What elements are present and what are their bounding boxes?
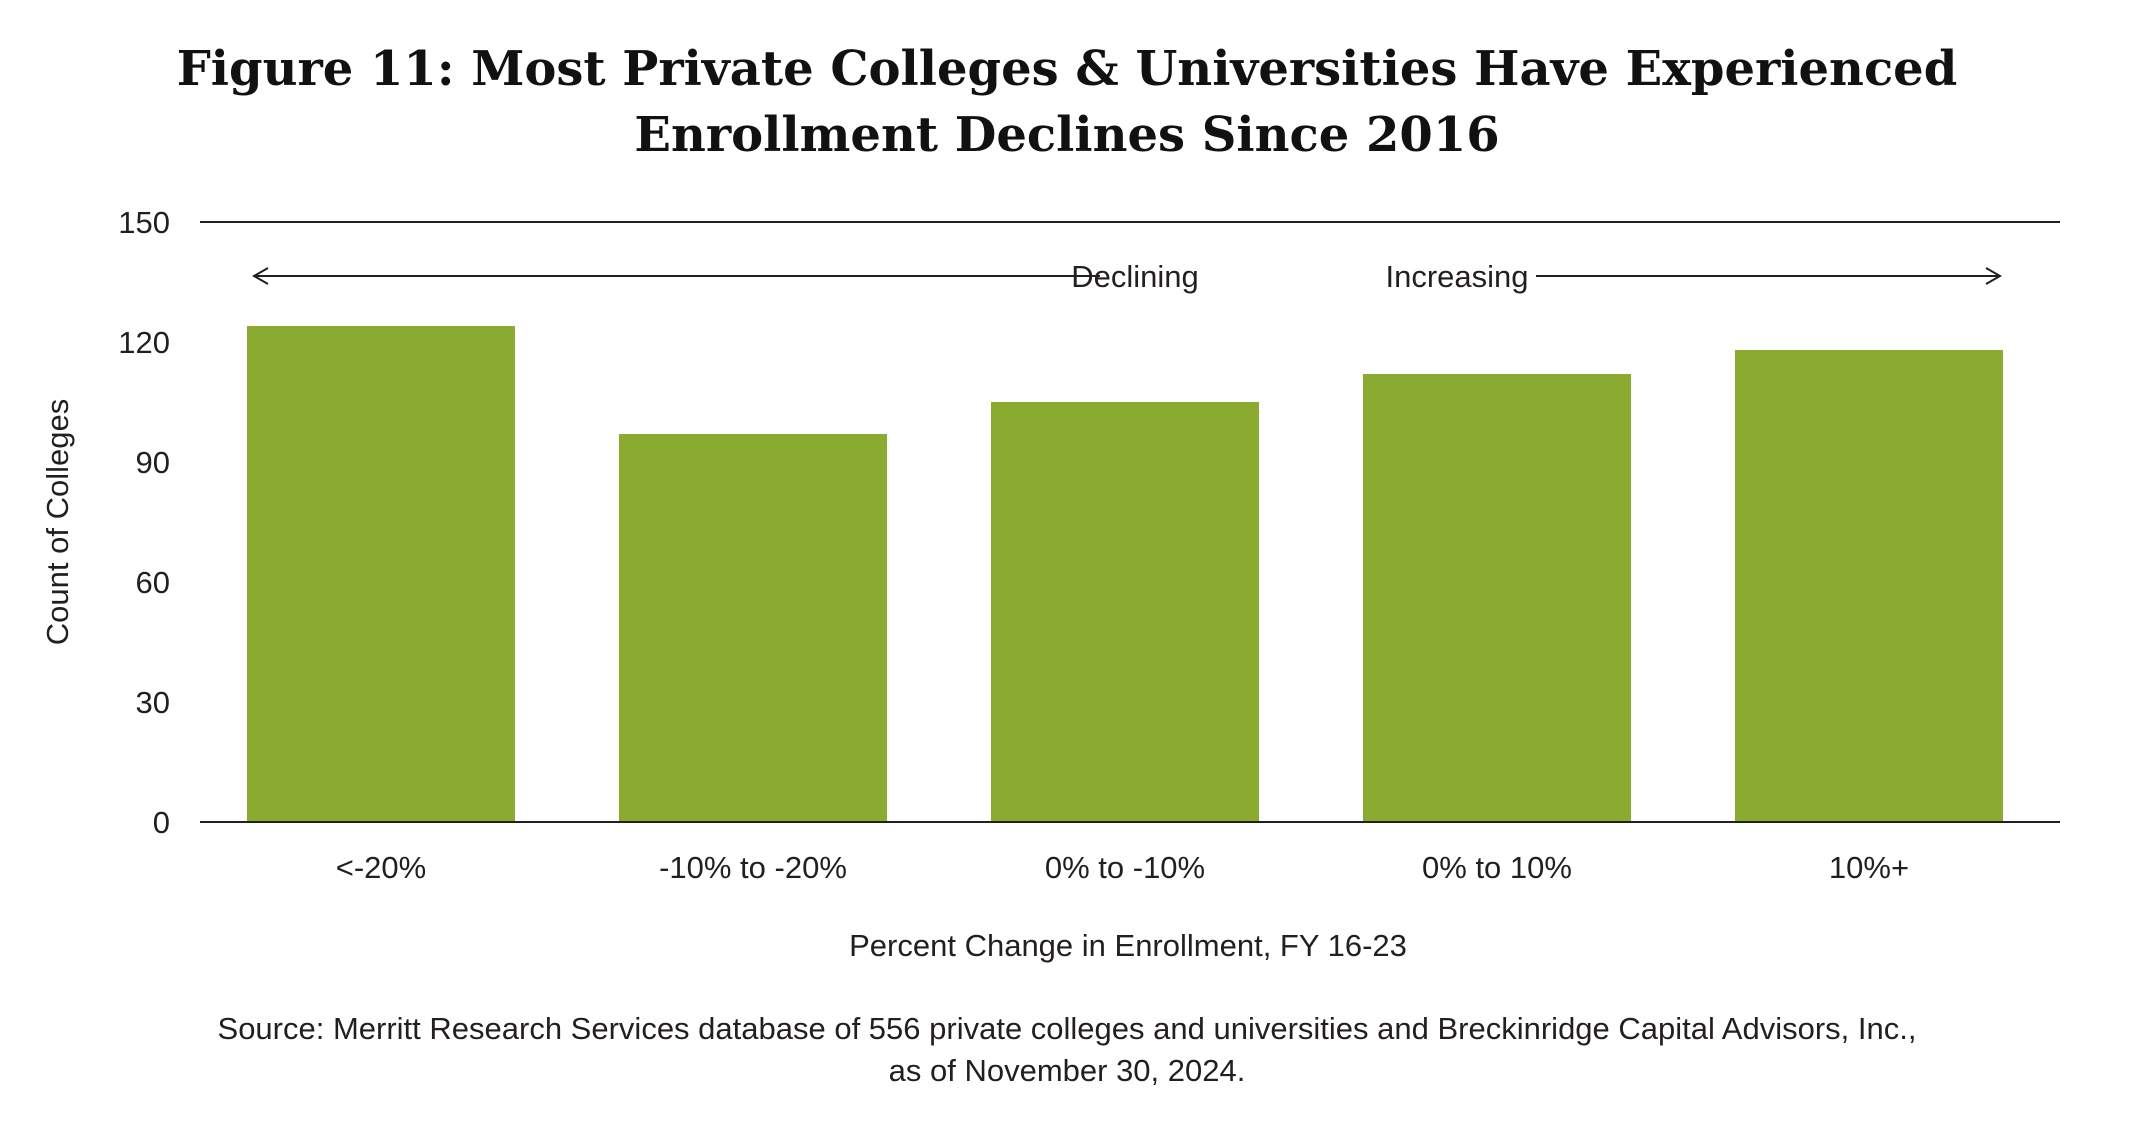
bar xyxy=(619,434,887,822)
x-tick-label: <-20% xyxy=(336,850,426,885)
increasing-arrow-head xyxy=(1985,267,2003,285)
x-tick-label: 10%+ xyxy=(1829,850,1909,885)
chart-title-line-1: Figure 11: Most Private Colleges & Unive… xyxy=(176,41,1958,97)
bar xyxy=(1363,374,1631,822)
y-tick-label: 60 xyxy=(136,565,170,600)
source-note: Source: Merritt Research Services databa… xyxy=(0,1008,2134,1092)
y-tick-label: 0 xyxy=(153,805,170,840)
x-tick-label: 0% to -10% xyxy=(1045,850,1205,885)
y-tick-label: 30 xyxy=(136,685,170,720)
increasing-label: Increasing xyxy=(1385,259,1528,294)
x-axis-title: Percent Change in Enrollment, FY 16-23 xyxy=(849,928,1407,963)
y-axis-title: Count of Colleges xyxy=(40,399,75,645)
bar xyxy=(1735,350,2003,822)
y-tick-label: 120 xyxy=(118,325,170,360)
declining-arrow-head xyxy=(251,267,269,285)
source-note-line-2: as of November 30, 2024. xyxy=(888,1053,1246,1088)
y-tick-label: 150 xyxy=(118,205,170,240)
bar xyxy=(991,402,1259,822)
x-tick-label: 0% to 10% xyxy=(1422,850,1572,885)
x-tick-label: -10% to -20% xyxy=(659,850,847,885)
bar xyxy=(247,326,515,822)
y-tick-label: 90 xyxy=(136,445,170,480)
chart-title: Figure 11: Most Private Colleges & Unive… xyxy=(0,36,2134,168)
source-note-line-1: Source: Merritt Research Services databa… xyxy=(217,1011,1917,1046)
chart-title-line-2: Enrollment Declines Since 2016 xyxy=(634,107,1500,163)
